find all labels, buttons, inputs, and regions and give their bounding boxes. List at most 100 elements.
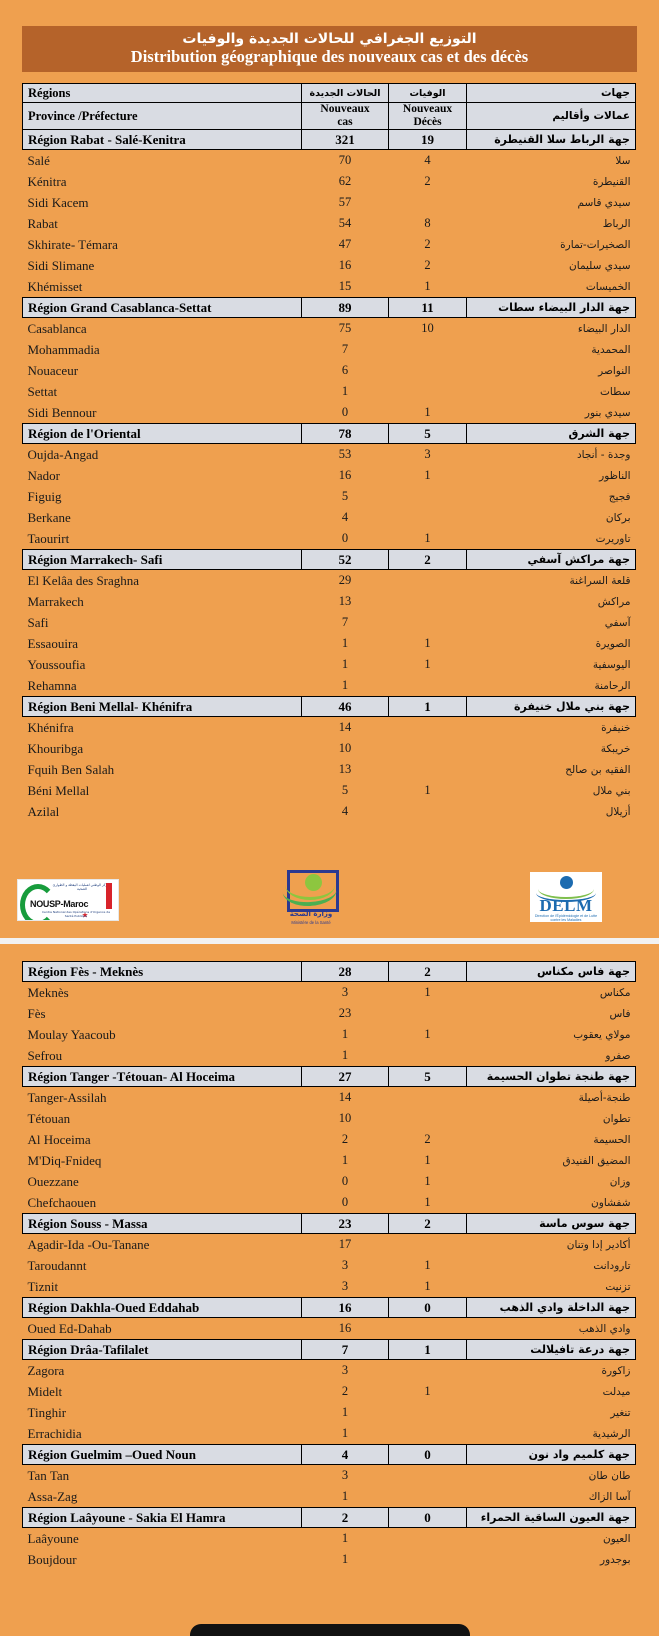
province-row: Marrakech 13 مراكش — [23, 591, 636, 612]
row-new-deaths: 3 — [424, 447, 431, 461]
row-name-french: Marrakech — [27, 593, 84, 609]
row-name-french: Tinghir — [27, 1404, 67, 1420]
row-name-arabic: فجيج — [608, 490, 631, 503]
row-new-cases: 7 — [301, 1339, 389, 1360]
row-name-arabic: مراكش — [597, 595, 631, 608]
row-name-arabic: الخميسات — [585, 280, 631, 293]
row-name-arabic: الناظور — [599, 469, 631, 482]
province-row: Sefrou 1 صفرو — [23, 1045, 636, 1067]
row-new-cases: 2 — [341, 1132, 349, 1146]
row-new-deaths — [389, 360, 467, 381]
province-row: Khémisset 15 1 الخميسات — [23, 276, 636, 298]
row-name-arabic: الصخيرات-تمارة — [560, 238, 631, 251]
footer-logos: المركز الوطني لعمليات اليقظة و الطوارئ ا… — [0, 862, 659, 937]
nousp-arabic-top: المركز الوطني لعمليات اليقظة و الطوارئ ا… — [52, 883, 112, 892]
province-row: Tétouan 10 تطوان — [23, 1108, 636, 1129]
header-deces-arabic: الوفيات — [388, 83, 467, 103]
row-new-deaths — [389, 1486, 467, 1508]
row-new-deaths — [389, 1108, 467, 1129]
row-new-cases: 23 — [338, 1006, 352, 1020]
row-name-arabic: طنجة-أصيلة — [578, 1091, 631, 1104]
row-new-cases: 1 — [341, 1426, 349, 1440]
province-row: Nouaceur 6 النواصر — [23, 360, 636, 381]
row-name-french: Al Hoceima — [27, 1131, 91, 1147]
row-name-french: Berkane — [27, 509, 71, 525]
row-new-deaths — [389, 1402, 467, 1423]
row-new-deaths — [389, 1234, 467, 1256]
row-name-arabic: سيدي بنور — [584, 406, 631, 419]
row-name-french: Azilal — [27, 803, 60, 819]
row-new-cases: 10 — [338, 1111, 352, 1125]
row-new-deaths: 1 — [424, 1279, 431, 1293]
row-name-arabic: ميدلت — [602, 1385, 631, 1398]
province-row: Midelt 2 1 ميدلت — [23, 1381, 636, 1402]
row-new-deaths: 2 — [388, 549, 467, 570]
row-name-french: Sidi Bennour — [27, 404, 97, 420]
region-summary-row: Région Guelmim –Oued Noun 4 0 جهة كلميم واد… — [22, 1444, 636, 1465]
row-new-cases: 1 — [341, 1531, 349, 1545]
row-new-deaths: 11 — [388, 297, 467, 318]
province-row: Khouribga 10 خريبكة — [23, 738, 636, 759]
row-new-cases: 54 — [338, 216, 352, 230]
row-new-cases: 5 — [341, 783, 349, 797]
province-row: Ouezzane 0 1 وزان — [23, 1171, 636, 1192]
row-new-cases: 14 — [338, 720, 352, 734]
row-new-deaths: 1 — [424, 985, 431, 999]
row-name-french: Béni Mellal — [27, 782, 90, 798]
province-row: Fès 23 فاس — [23, 1003, 636, 1024]
row-name-arabic: آسا الزاك — [588, 1490, 631, 1503]
row-new-deaths: 1 — [424, 279, 431, 293]
row-name-arabic: وزان — [609, 1175, 631, 1188]
row-new-cases: 15 — [338, 279, 352, 293]
delm-logo: DELM Direction de l'Épidémiologie et de … — [530, 872, 602, 922]
row-name-arabic: بوجدور — [600, 1553, 631, 1566]
province-row: Fquih Ben Salah 13 الفقيه بن صالح — [23, 759, 636, 780]
header-amalat-arabic: عمالات وأقاليم — [466, 102, 636, 130]
row-name-arabic: مولاي يعقوب — [573, 1028, 631, 1041]
row-new-cases: 13 — [338, 762, 352, 776]
row-name-french: Tan Tan — [27, 1467, 70, 1483]
row-name-arabic: قلعة السراغنة — [569, 574, 631, 587]
row-name-arabic: وادي الذهب — [578, 1322, 631, 1335]
province-row: Sidi Slimane 16 2 سيدي سليمان — [23, 255, 636, 276]
row-name-french: Rabat — [27, 215, 58, 231]
bottom-toolbar-sliver[interactable] — [190, 1624, 470, 1636]
row-name-arabic: مكناس — [599, 986, 631, 999]
row-new-deaths — [389, 507, 467, 528]
row-name-french: Tanger-Assilah — [27, 1089, 107, 1105]
row-name-arabic: جهة مراكش آسفي — [466, 549, 636, 570]
row-name-arabic: بني ملال — [592, 784, 631, 797]
row-new-deaths — [389, 1360, 467, 1382]
banner-title-arabic: التوزيع الجغرافي للحالات الجديدة والوفيا… — [182, 31, 477, 47]
row-new-deaths: 1 — [424, 1384, 431, 1398]
row-new-cases: 13 — [338, 594, 352, 608]
row-new-cases: 52 — [301, 549, 389, 570]
row-name-arabic: تطوان — [602, 1112, 631, 1125]
province-row: Mohammadia 7 المحمدية — [23, 339, 636, 360]
row-name-french: Région Fès - Meknès — [22, 961, 302, 982]
row-name-arabic: النواصر — [598, 364, 631, 377]
province-row: Meknès 3 1 مكناس — [23, 982, 636, 1004]
row-name-french: Safi — [27, 614, 49, 630]
province-row: Berkane 4 بركان — [23, 507, 636, 528]
province-row: Azilal 4 أزيلال — [23, 801, 636, 822]
row-name-french: Région Marrakech- Safi — [22, 549, 302, 570]
row-new-cases: 16 — [338, 258, 352, 272]
row-new-cases: 3 — [341, 1279, 349, 1293]
row-name-french: Zagora — [27, 1362, 65, 1378]
header-regions: Régions — [22, 83, 302, 103]
ministry-of-health-logo: وزارة الصحة Ministère de la Santé — [281, 868, 341, 932]
row-new-cases: 0 — [341, 1174, 349, 1188]
row-new-deaths: 1 — [388, 1339, 467, 1360]
row-name-french: Khouribga — [27, 740, 84, 756]
header-nouveaux-cas: Nouveaux cas — [301, 102, 389, 130]
row-new-cases: 5 — [341, 489, 349, 503]
row-name-arabic: سطات — [600, 385, 631, 398]
province-row: Sidi Bennour 0 1 سيدي بنور — [23, 402, 636, 424]
region-summary-row: Région Souss - Massa 23 2 جهة سوس ماسة — [22, 1213, 636, 1234]
row-new-cases: 4 — [341, 510, 349, 524]
header-nouveaux-cas-line1: Nouveaux — [320, 103, 370, 115]
row-new-cases: 46 — [301, 696, 389, 717]
row-new-deaths — [389, 1003, 467, 1024]
row-new-deaths: 4 — [424, 153, 431, 167]
